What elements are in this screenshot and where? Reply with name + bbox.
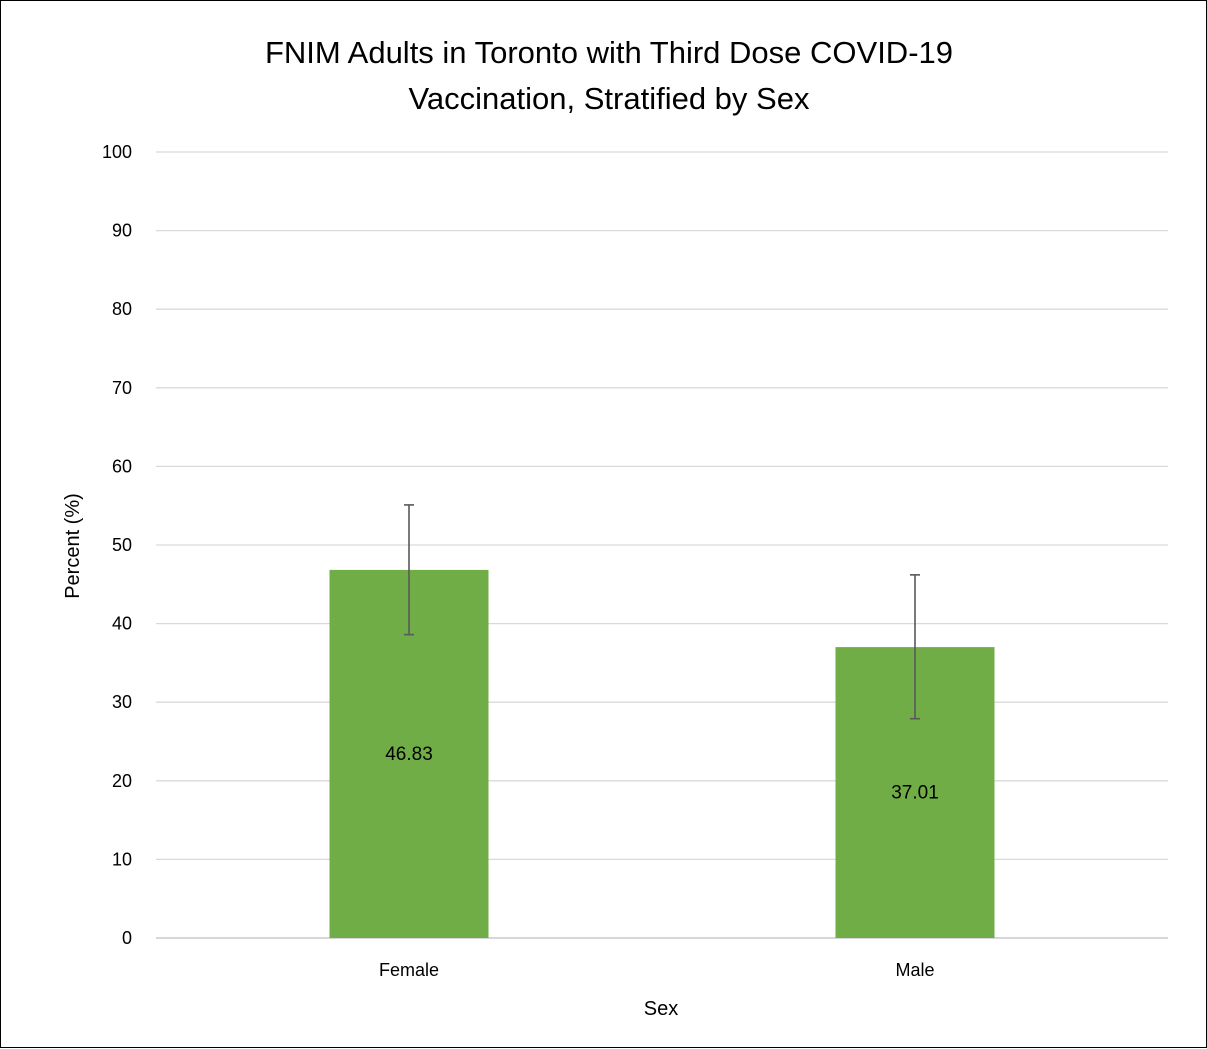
y-axis-label: Percent (%) [62, 493, 84, 599]
x-tick-label: Male [895, 960, 934, 980]
bars [329, 569, 995, 938]
data-label: 37.01 [891, 783, 939, 804]
data-labels: 46.83 37.01 [385, 744, 939, 804]
y-tick-label: 10 [112, 849, 132, 869]
x-axis-label: Sex [644, 998, 678, 1020]
y-tick-label: 70 [112, 378, 132, 398]
y-tick-label: 80 [112, 299, 132, 319]
chart-title-line-2: Vaccination, Stratified by Sex [409, 81, 810, 116]
y-axis-ticks: 0 10 20 30 40 50 60 70 80 90 100 [102, 142, 132, 948]
error-bars [404, 504, 920, 720]
y-tick-label: 30 [112, 692, 132, 712]
y-tick-label: 40 [112, 614, 132, 634]
y-tick-label: 50 [112, 535, 132, 555]
x-tick-label: Female [379, 960, 439, 980]
y-tick-label: 60 [112, 456, 132, 476]
data-label: 46.83 [385, 744, 433, 765]
y-tick-label: 100 [102, 142, 132, 162]
chart-title-line-1: FNIM Adults in Toronto with Third Dose C… [265, 35, 953, 70]
gridlines [156, 151, 1168, 939]
y-tick-label: 20 [112, 771, 132, 791]
y-tick-label: 0 [122, 928, 132, 948]
x-axis-ticks: Female Male [379, 960, 935, 980]
y-tick-label: 90 [112, 221, 132, 241]
